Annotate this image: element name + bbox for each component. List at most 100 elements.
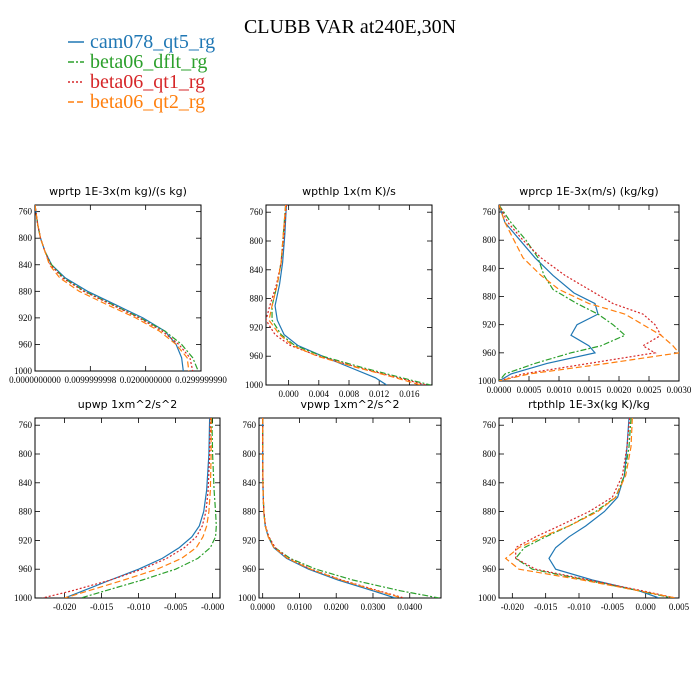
x-tick-label: -0.020	[501, 602, 525, 612]
plot-frame	[34, 204, 202, 372]
panel-title: wprcp 1E-3x(m/s) (kg/kg)	[519, 185, 658, 198]
series-line	[262, 418, 396, 598]
y-tick-label: 920	[19, 535, 33, 545]
x-tick-label: -0.005	[601, 602, 625, 612]
panel-title: wprtp 1E-3x(m kg)/(s kg)	[49, 185, 187, 198]
x-tick-label: 0.016	[399, 389, 420, 399]
series-line	[80, 418, 217, 598]
series-line	[262, 418, 405, 598]
legend: cam078_qt5_rgbeta06_dflt_rgbeta06_qt1_rg…	[68, 31, 215, 113]
x-tick-label: 0.0300	[361, 602, 386, 612]
y-tick-label: 960	[250, 351, 264, 361]
y-tick-label: 840	[19, 478, 33, 488]
x-tick-label: 0.0015	[577, 385, 602, 395]
y-tick-label: 880	[19, 507, 33, 517]
x-tick-label: 0.0005	[517, 385, 542, 395]
y-tick-label: 920	[243, 535, 257, 545]
series-line	[262, 418, 440, 598]
series-line	[266, 205, 427, 385]
series-line	[64, 418, 212, 598]
series-line	[64, 418, 211, 598]
series-line	[504, 418, 676, 598]
y-tick-label: 760	[250, 207, 264, 217]
x-tick-label: 0.0200000000	[120, 375, 172, 385]
y-tick-label: 800	[483, 449, 497, 459]
x-tick-label: 0.012	[369, 389, 389, 399]
series-line	[499, 205, 662, 381]
x-tick-label: -0.005	[164, 602, 188, 612]
x-tick-label: 0.0100	[287, 602, 312, 612]
x-tick-label: 0.0000	[250, 602, 275, 612]
x-tick-label: -0.000	[201, 602, 225, 612]
plot-frame	[265, 204, 433, 386]
legend-label: beta06_dflt_rg	[90, 51, 207, 73]
y-tick-label: 880	[243, 507, 257, 517]
x-tick-label: 0.000	[279, 389, 300, 399]
x-tick-label: -0.010	[127, 602, 151, 612]
y-tick-label: 880	[19, 286, 33, 296]
legend-label: beta06_qt1_rg	[90, 71, 205, 93]
x-tick-label: 0.0025	[637, 385, 662, 395]
x-tick-label: -0.015	[90, 602, 114, 612]
y-tick-label: 960	[483, 564, 497, 574]
y-tick-label: 880	[483, 292, 497, 302]
x-tick-label: -0.015	[534, 602, 558, 612]
panel: wprcp 1E-3x(m/s) (kg/kg) 760 800 840 880 920 9…	[478, 185, 692, 395]
y-tick-label: 760	[19, 420, 33, 430]
panel-title: vpwp 1xm^2/s^2	[300, 398, 399, 411]
y-tick-label: 840	[243, 478, 257, 488]
x-tick-label: 0.005	[669, 602, 690, 612]
x-tick-label: 0.0030	[667, 385, 692, 395]
panels: wprtp 1E-3x(m kg)/(s kg) 760 800 840 880 920 9…	[9, 185, 692, 612]
panel: rtpthlp 1E-3x(kg K)/kg 760 800 840 880 920 960…	[478, 398, 690, 612]
y-tick-label: 1000	[14, 366, 33, 376]
x-tick-label: 0.0010	[547, 385, 572, 395]
y-tick-label: 920	[19, 313, 33, 323]
y-tick-label: 1000	[478, 593, 497, 603]
panel: wpthlp 1x(m K)/s 760 800 840 880 920 960 1000 0.…	[245, 185, 433, 399]
panel-title: rtpthlp 1E-3x(kg K)/kg	[528, 398, 650, 411]
legend-label: cam078_qt5_rg	[90, 31, 215, 53]
y-tick-label: 880	[483, 507, 497, 517]
y-tick-label: 960	[483, 348, 497, 358]
panel-title: upwp 1xm^2/s^2	[78, 398, 178, 411]
y-tick-label: 1000	[245, 380, 264, 390]
series-line	[271, 205, 431, 385]
y-tick-label: 1000	[14, 593, 33, 603]
series-line	[42, 418, 211, 598]
plot-frame	[258, 417, 442, 599]
x-tick-label: 0.004	[309, 389, 330, 399]
legend-label: beta06_qt2_rg	[90, 91, 205, 113]
series-line	[35, 205, 194, 371]
x-tick-label: 0.008	[339, 389, 360, 399]
y-tick-label: 960	[19, 339, 33, 349]
series-line	[35, 205, 199, 371]
series-line	[268, 205, 421, 385]
panel: upwp 1xm^2/s^2 760 800 840 880 920 960 1000 -0.0…	[14, 398, 225, 612]
panel-title: wpthlp 1x(m K)/s	[302, 185, 396, 198]
y-tick-label: 760	[243, 420, 257, 430]
plot-frame	[498, 417, 680, 599]
y-tick-label: 920	[483, 320, 497, 330]
y-tick-label: 1000	[478, 376, 497, 386]
series-line	[262, 418, 403, 598]
y-tick-label: 800	[483, 235, 497, 245]
y-tick-label: 840	[19, 260, 33, 270]
series-line	[514, 418, 673, 598]
plot-frame	[34, 417, 221, 599]
x-tick-label: 0.0299999990	[175, 375, 227, 385]
y-tick-label: 760	[19, 207, 33, 217]
panel: wprtp 1E-3x(m kg)/(s kg) 760 800 840 880 920 9…	[9, 185, 227, 385]
y-tick-label: 920	[250, 322, 264, 332]
series-line	[274, 205, 388, 385]
y-tick-label: 800	[19, 233, 33, 243]
y-tick-label: 960	[19, 564, 33, 574]
y-tick-label: 1000	[238, 593, 257, 603]
series-line	[548, 418, 660, 598]
series-line	[499, 205, 599, 381]
series-line	[35, 205, 190, 371]
x-tick-label: 0.000	[636, 602, 657, 612]
series-line	[499, 205, 627, 381]
panel: vpwp 1xm^2/s^2 760 800 840 880 920 960 10000.00…	[238, 398, 442, 612]
